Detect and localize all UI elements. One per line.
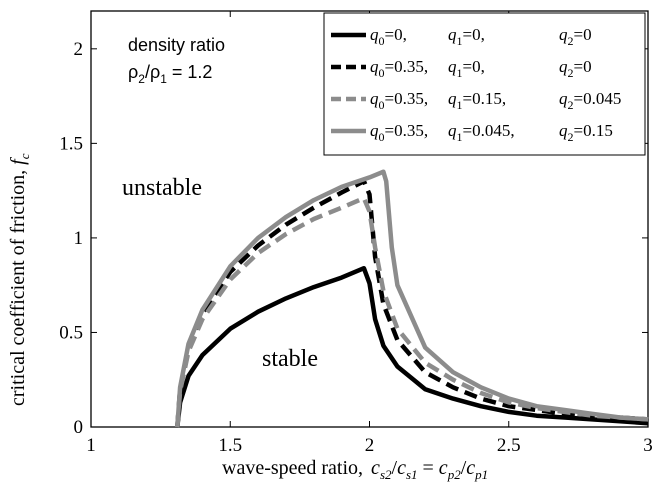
density-ratio-title: density ratio (128, 35, 225, 55)
y-axis-label: critical coefficient of friction,fc (7, 153, 32, 406)
stable-label: stable (262, 346, 318, 372)
y-tick-label: 0 (74, 417, 84, 438)
y-tick-label: 2 (74, 39, 84, 60)
y-tick-label: 0.5 (59, 322, 83, 343)
x-tick-label: 1 (86, 435, 96, 456)
x-tick-label: 3 (643, 435, 653, 456)
x-tick-label: 1.5 (218, 435, 242, 456)
unstable-label: unstable (122, 175, 202, 201)
x-axis-label: wave-speed ratio, cs2/cs1 = cp2/cp1 (222, 457, 488, 482)
x-tick-label: 2.5 (497, 435, 521, 456)
y-tick-label: 1.5 (59, 133, 83, 154)
x-tick-label: 2 (365, 435, 375, 456)
y-tick-label: 1 (74, 228, 84, 249)
